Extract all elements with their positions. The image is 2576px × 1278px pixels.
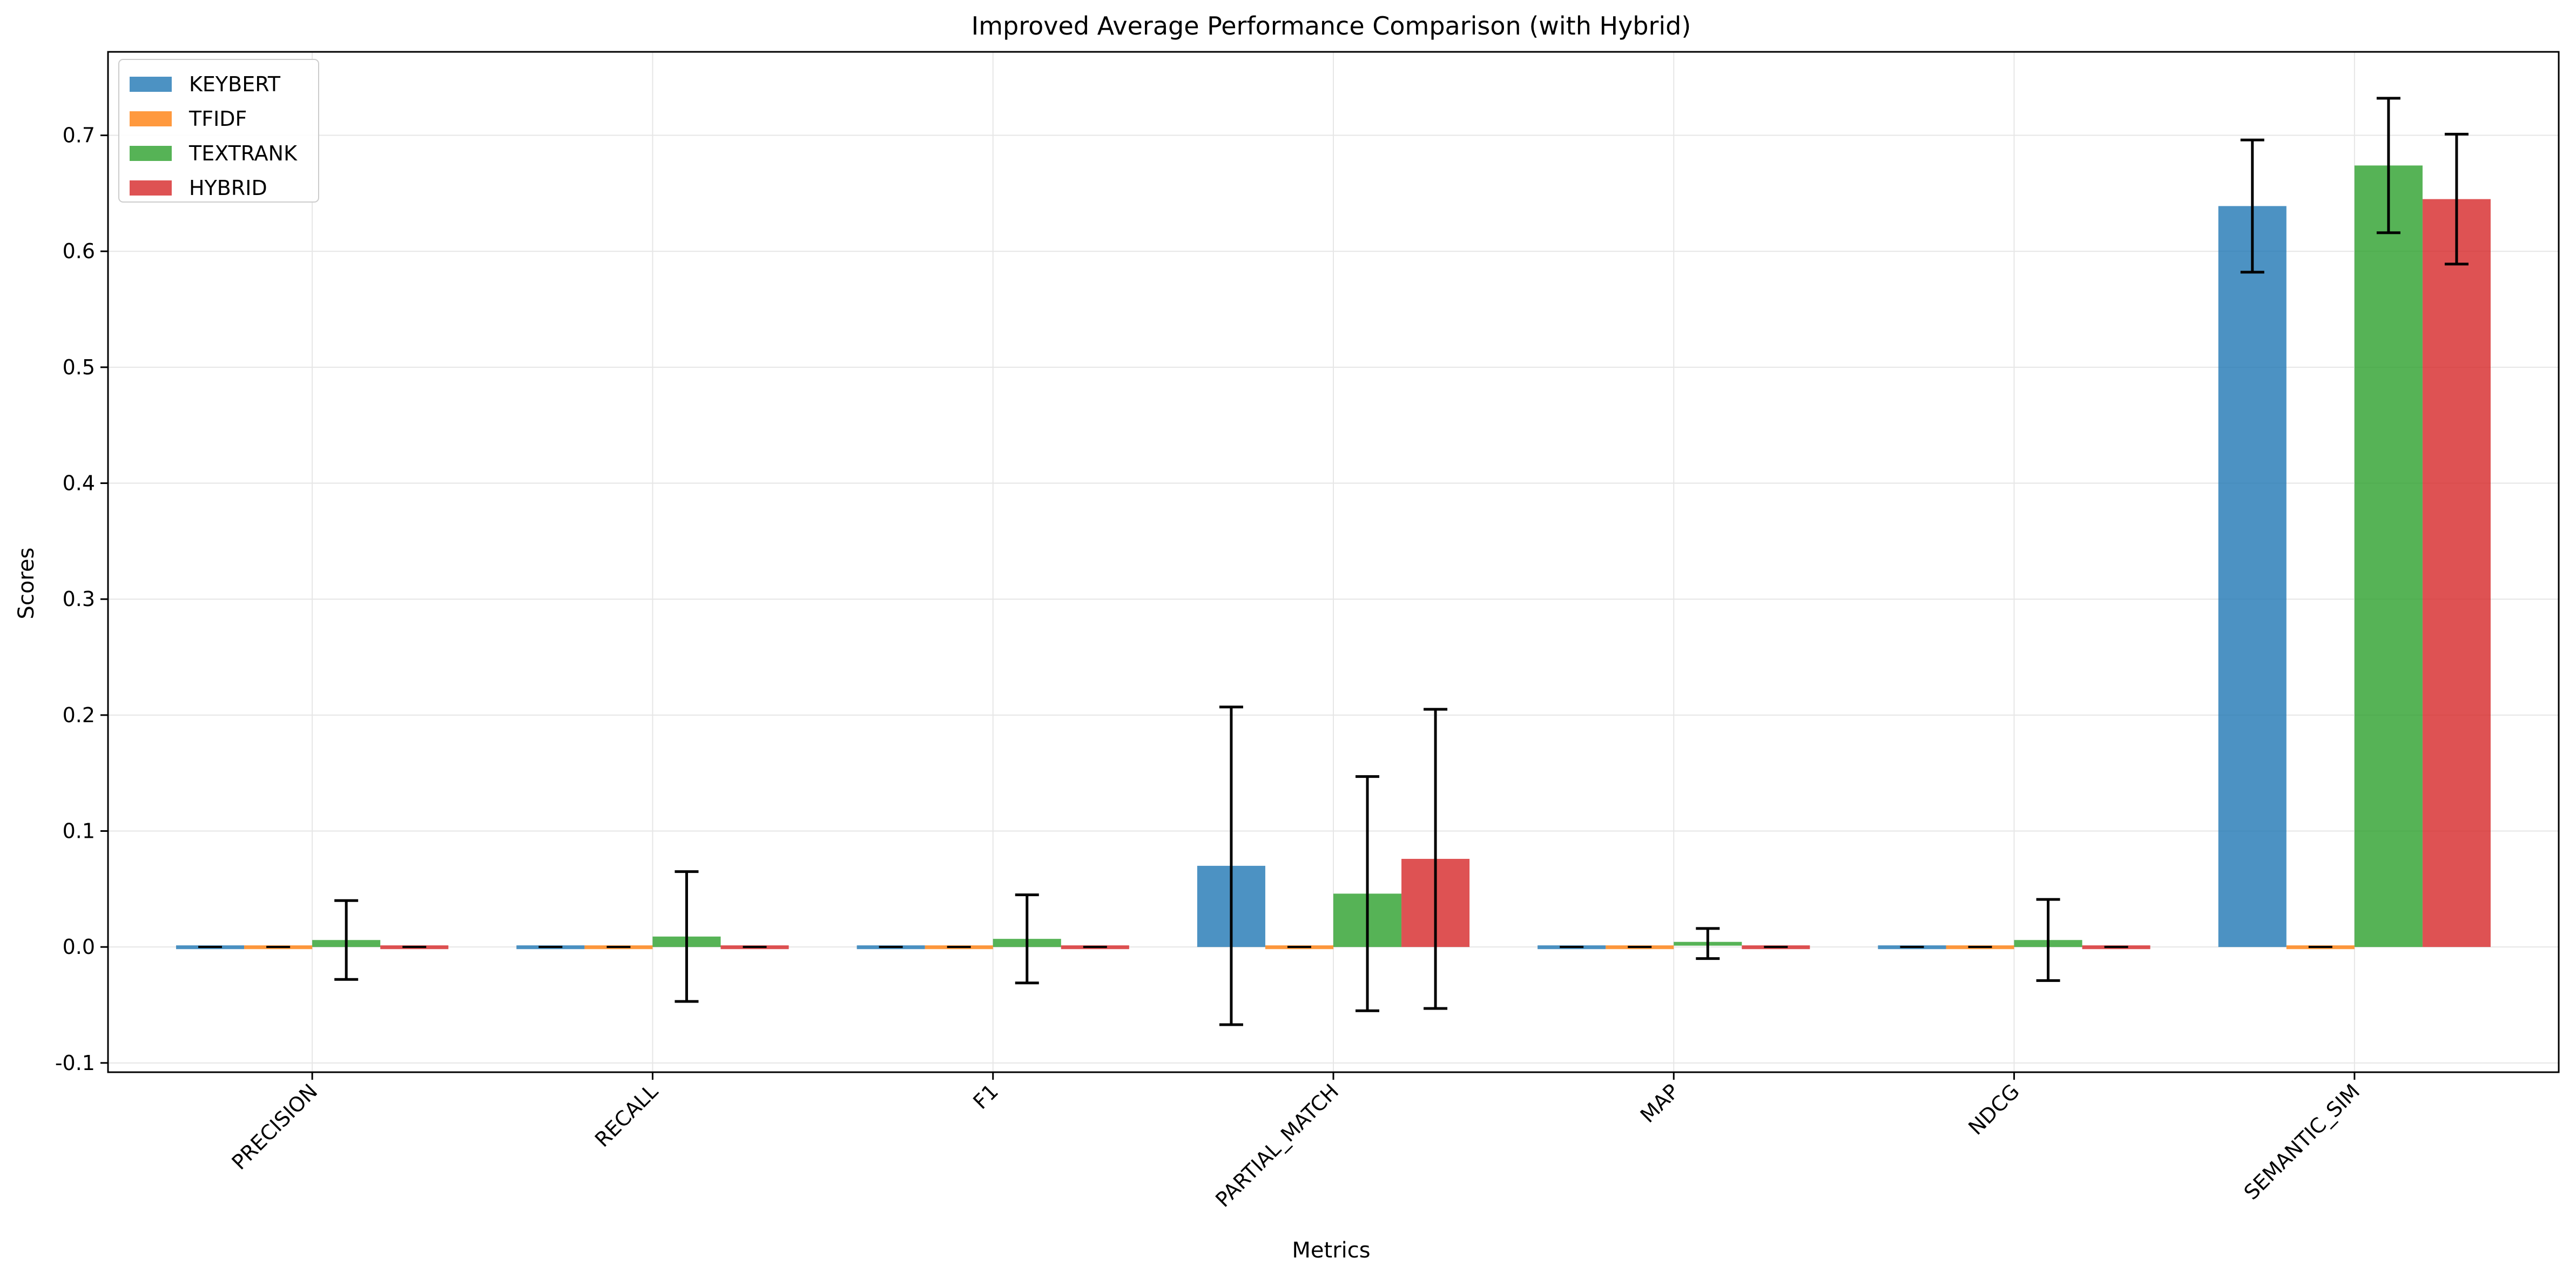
y-tick-label: 0.4 (63, 472, 95, 495)
bars (176, 165, 2491, 950)
error-bars (198, 97, 2469, 1026)
legend-swatch-tfidf (130, 111, 172, 126)
y-tick-label: 0.5 (63, 355, 95, 379)
legend-label-keybert: KEYBERT (189, 72, 281, 96)
bar-hybrid-semantic_sim (2422, 199, 2491, 947)
y-tick-label: -0.1 (55, 1051, 95, 1075)
y-axis-label: Scores (14, 548, 39, 620)
legend-swatch-textrank (130, 146, 172, 161)
legend-label-hybrid: HYBRID (189, 176, 267, 200)
y-tick-label: 0.3 (63, 587, 95, 611)
y-tick-label: 0.2 (63, 703, 95, 727)
x-axis-label: Metrics (1292, 1238, 1370, 1263)
y-tick-label: 0.6 (63, 239, 95, 263)
legend-swatch-hybrid (130, 180, 172, 196)
y-tick-label: 0.1 (63, 819, 95, 843)
grid-lines (108, 52, 2559, 1072)
y-tick-label: 0.0 (63, 935, 95, 959)
bar-textrank-semantic_sim (2354, 165, 2423, 947)
legend-label-tfidf: TFIDF (188, 107, 247, 131)
legend-box (118, 59, 319, 203)
bar-keybert-semantic_sim (2218, 206, 2287, 947)
legend-swatch-keybert (130, 77, 172, 92)
legend-label-textrank: TEXTRANK (188, 142, 298, 165)
y-tick-label: 0.7 (63, 124, 95, 147)
legend: KEYBERT TFIDF TEXTRANK HYBRID (118, 59, 319, 203)
y-axis-ticks: -0.1 0.0 0.1 0.2 0.3 0.4 0.5 0.6 0.7 (55, 124, 108, 1075)
chart-title: Improved Average Performance Comparison … (972, 11, 1691, 41)
